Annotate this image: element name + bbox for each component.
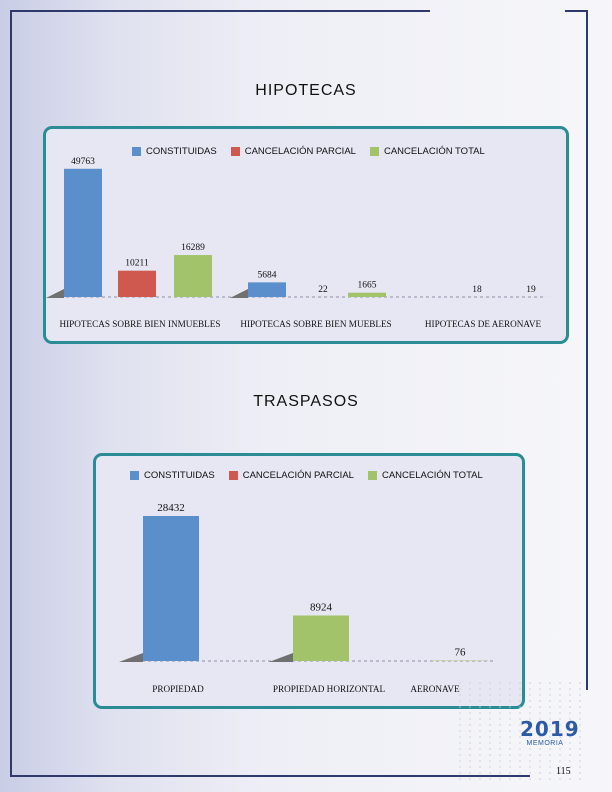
legend-item-cancelacion-parcial: CANCELACIÓN PARCIAL xyxy=(230,146,356,157)
hipotecas-plot: 49763 10211 16289 HIPOTECAS SOBRE BIEN INMU… xyxy=(46,157,550,329)
legend-item-cancelacion-total: CANCELACIÓN TOTAL xyxy=(367,470,483,481)
category-label: AERONAVE xyxy=(410,684,460,694)
traspasos-legend: CONSTITUIDAS CANCELACIÓN PARCIAL CANCELA… xyxy=(130,470,483,481)
bar-cancelaci-n-total-2 xyxy=(348,292,386,297)
bar-shadow xyxy=(230,289,248,298)
data-label: 28432 xyxy=(157,502,185,514)
legend-swatch xyxy=(228,471,238,480)
page-frame-top xyxy=(10,10,430,12)
legend-item-constituidas: CONSTITUIDAS xyxy=(130,470,215,481)
legend-label: CONSTITUIDAS xyxy=(146,146,217,157)
data-label: 18 xyxy=(472,285,482,295)
bar-constituidas-2 xyxy=(248,282,286,297)
legend-item-cancelacion-total: CANCELACIÓN TOTAL xyxy=(369,146,485,157)
category-label: HIPOTECAS SOBRE BIEN INMUEBLES xyxy=(59,319,220,329)
legend-label: CANCELACIÓN TOTAL xyxy=(383,146,485,157)
legend-swatch xyxy=(230,147,240,156)
legend-swatch xyxy=(367,471,377,480)
dot-pattern xyxy=(455,680,585,780)
data-label: 19 xyxy=(526,285,536,295)
hipotecas-legend: CONSTITUIDAS CANCELACIÓN PARCIAL CANCELA… xyxy=(132,146,485,157)
legend-swatch xyxy=(130,471,139,480)
category-label: PROPIEDAD xyxy=(152,684,204,694)
traspasos-plot: 28432 PROPIEDAD 8924 PROPIEDAD HORIZONTAL 76… xyxy=(119,502,494,694)
data-label: 76 xyxy=(455,647,467,659)
page-frame-right xyxy=(586,10,588,690)
legend-label: CONSTITUIDAS xyxy=(144,470,215,481)
data-label: 10211 xyxy=(125,259,149,269)
bar-cancelaci-n-parcial-1 xyxy=(118,270,156,297)
memoria-logo: 2019 MEMORIA xyxy=(520,717,580,747)
data-label: 1665 xyxy=(358,281,377,291)
data-label: 5684 xyxy=(258,270,277,280)
legend-swatch xyxy=(132,147,141,156)
hipotecas-title: HIPOTECAS xyxy=(255,82,357,99)
legend-item-cancelacion-parcial: CANCELACIÓN PARCIAL xyxy=(228,470,354,481)
traspasos-chart: CONSTITUIDAS CANCELACIÓN PARCIAL CANCELA… xyxy=(93,453,525,709)
legend-item-constituidas: CONSTITUIDAS xyxy=(132,146,217,157)
logo-subtitle: MEMORIA xyxy=(526,740,564,747)
page-frame-bottom xyxy=(10,775,530,777)
bar-shadow xyxy=(119,653,143,662)
category-label: HIPOTECAS SOBRE BIEN MUEBLES xyxy=(240,319,391,329)
page-number: 115 xyxy=(556,766,571,777)
category-label: PROPIEDAD HORIZONTAL xyxy=(273,684,386,694)
legend-label: CANCELACIÓN TOTAL xyxy=(381,470,483,481)
bar-shadow xyxy=(46,289,64,298)
legend-swatch xyxy=(369,147,379,156)
page-frame-left xyxy=(10,10,12,776)
bar-constituidas-1 xyxy=(64,168,102,297)
legend-label: CANCELACIÓN PARCIAL xyxy=(242,470,354,481)
data-label: 49763 xyxy=(71,157,95,167)
traspasos-title: TRASPASOS xyxy=(253,393,359,410)
bar-cancelaci-n-total-1 xyxy=(174,255,212,297)
bar-shadow xyxy=(269,653,293,662)
legend-label: CANCELACIÓN PARCIAL xyxy=(244,146,356,157)
hipotecas-chart: CONSTITUIDAS CANCELACIÓN PARCIAL CANCELA… xyxy=(43,126,569,344)
data-label: 16289 xyxy=(181,243,205,253)
page-frame-top-right xyxy=(565,10,587,12)
logo-year: 2019 xyxy=(520,717,580,741)
category-label: HIPOTECAS DE AERONAVE xyxy=(425,319,542,329)
bar-cancelaci-n-total-2 xyxy=(293,615,349,661)
bar-constituidas-1 xyxy=(143,515,199,661)
data-label: 8924 xyxy=(310,601,333,613)
data-label: 22 xyxy=(318,285,328,295)
